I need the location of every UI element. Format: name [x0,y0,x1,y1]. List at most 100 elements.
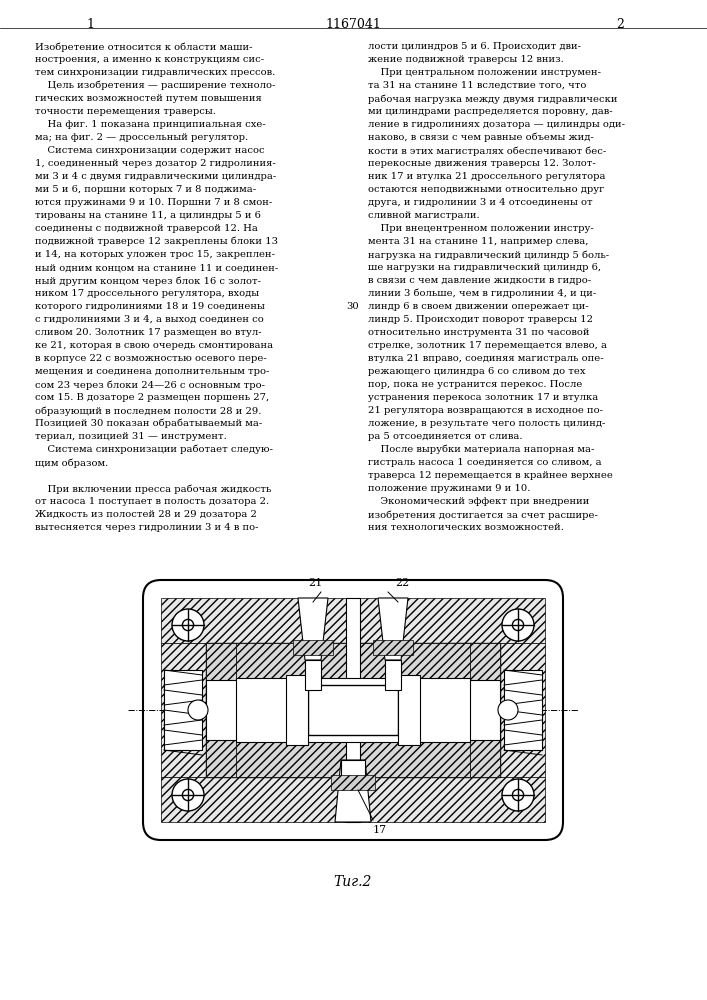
Text: 17: 17 [373,825,387,835]
Text: 1: 1 [86,18,94,31]
Text: наково, в связи с чем равные объемы жид-: наково, в связи с чем равные объемы жид- [368,133,594,142]
Bar [286,675,308,745]
Text: 2: 2 [616,18,624,31]
Text: тем синхронизации гидравлических прессов.: тем синхронизации гидравлических прессов… [35,68,275,77]
Text: рабочая нагрузка между двумя гидравлически: рабочая нагрузка между двумя гидравличес… [368,94,617,104]
Text: 30: 30 [346,302,359,311]
Text: ми 3 и 4 с двумя гидравлическими цилиндра-: ми 3 и 4 с двумя гидравлическими цилиндр… [35,172,276,181]
Text: ником 17 дроссельного регулятора, входы: ником 17 дроссельного регулятора, входы [35,289,259,298]
Bar [161,598,545,643]
Text: ми 5 и 6, поршни которых 7 и 8 поджима-: ми 5 и 6, поршни которых 7 и 8 поджима- [35,185,256,194]
Circle shape [502,779,534,811]
Text: 21 регулятора возвращаются в исходное по-: 21 регулятора возвращаются в исходное по… [368,406,603,415]
Text: гических возможностей путем повышения: гических возможностей путем повышения [35,94,262,103]
Text: образующий в последнем полости 28 и 29.: образующий в последнем полости 28 и 29. [35,406,262,416]
Text: режающего цилиндра 6 со сливом до тех: режающего цилиндра 6 со сливом до тех [368,367,585,376]
Bar [470,643,500,777]
Text: Цель изобретения — расширение техноло-: Цель изобретения — расширение техноло- [35,81,275,91]
Text: ше нагрузки на гидравлический цилиндр 6,: ше нагрузки на гидравлический цилиндр 6, [368,263,601,272]
Text: та 31 на станине 11 вследствие того, что: та 31 на станине 11 вследствие того, что [368,81,586,90]
Text: Позицией 30 показан обрабатываемый ма-: Позицией 30 показан обрабатываемый ма- [35,419,262,428]
Bar [385,660,401,690]
Text: ник 17 и втулка 21 дроссельного регулятора: ник 17 и втулка 21 дроссельного регулято… [368,172,605,181]
Bar [346,598,360,822]
Text: ке 21, которая в свою очередь смонтирована: ке 21, которая в свою очередь смонтирова… [35,341,273,350]
Text: щим образом.: щим образом. [35,458,108,468]
Text: устранения перекоса золотник 17 и втулка: устранения перекоса золотник 17 и втулка [368,393,598,402]
Bar [305,660,321,690]
Text: которого гидролиниями 18 и 19 соединены: которого гидролиниями 18 и 19 соединены [35,302,265,311]
Text: остаются неподвижными относительно друг: остаются неподвижными относительно друг [368,185,604,194]
Text: траверса 12 перемещается в крайнее верхнее: траверса 12 перемещается в крайнее верхн… [368,471,613,480]
Bar [206,643,236,777]
Bar [206,680,306,740]
Text: Экономический эффект при внедрении: Экономический эффект при внедрении [368,497,590,506]
Bar [504,670,542,750]
Text: вытесняется через гидролинии 3 и 4 в по-: вытесняется через гидролинии 3 и 4 в по- [35,523,259,532]
Text: 1, соединенный через дозатор 2 гидролиния-: 1, соединенный через дозатор 2 гидролини… [35,159,276,168]
Circle shape [172,609,204,641]
Text: териал, позицией 31 — инструмент.: териал, позицией 31 — инструмент. [35,432,227,441]
Circle shape [188,700,208,720]
Text: ный одним концом на станине 11 и соединен-: ный одним концом на станине 11 и соедине… [35,263,279,272]
Text: точности перемещения траверсы.: точности перемещения траверсы. [35,107,216,116]
Text: ми цилиндрами распределяется поровну, дав-: ми цилиндрами распределяется поровну, да… [368,107,613,116]
Bar [236,742,470,777]
Text: Система синхронизации работает следую-: Система синхронизации работает следую- [35,445,273,454]
Text: Жидкость из полостей 28 и 29 дозатора 2: Жидкость из полостей 28 и 29 дозатора 2 [35,510,257,519]
Text: подвижной траверсе 12 закреплены блоки 13: подвижной траверсе 12 закреплены блоки 1… [35,237,278,246]
Bar [161,643,206,777]
Text: На фиг. 1 показана принципиальная схе-: На фиг. 1 показана принципиальная схе- [35,120,266,129]
Text: ются пружинами 9 и 10. Поршни 7 и 8 смон-: ются пружинами 9 и 10. Поршни 7 и 8 смон… [35,198,272,207]
Text: После вырубки материала напорная ма-: После вырубки материала напорная ма- [368,445,595,454]
Polygon shape [298,598,328,660]
Text: гистраль насоса 1 соединяется со сливом, а: гистраль насоса 1 соединяется со сливом,… [368,458,602,467]
Bar [236,643,470,678]
Text: соединены с подвижной траверсой 12. На: соединены с подвижной траверсой 12. На [35,224,258,233]
Text: и 14, на которых уложен трос 15, закреплен-: и 14, на которых уложен трос 15, закрепл… [35,250,275,259]
Bar [293,640,333,655]
Text: жение подвижной траверсы 12 вниз.: жение подвижной траверсы 12 вниз. [368,55,563,64]
Bar [164,670,202,750]
Circle shape [502,609,534,641]
Text: линии 3 больше, чем в гидролинии 4, и ци-: линии 3 больше, чем в гидролинии 4, и ци… [368,289,596,298]
Text: сливом 20. Золотник 17 размещен во втул-: сливом 20. Золотник 17 размещен во втул- [35,328,262,337]
Text: кости в этих магистралях обеспечивают бес-: кости в этих магистралях обеспечивают бе… [368,146,606,155]
Text: При включении пресса рабочая жидкость: При включении пресса рабочая жидкость [35,484,271,493]
Text: 1167041: 1167041 [325,18,381,31]
Text: ложение, в результате чего полость цилинд-: ложение, в результате чего полость цилин… [368,419,605,428]
Text: друга, и гидролинии 3 и 4 отсоединены от: друга, и гидролинии 3 и 4 отсоединены от [368,198,592,207]
Bar [206,643,500,777]
Text: Система синхронизации содержит насос: Система синхронизации содержит насос [35,146,264,155]
Polygon shape [335,760,371,822]
Circle shape [172,779,204,811]
Text: Τиг.2: Τиг.2 [334,875,372,889]
Text: в корпусе 22 с возможностью осевого пере-: в корпусе 22 с возможностью осевого пере… [35,354,267,363]
Polygon shape [378,598,408,660]
Text: 22: 22 [395,578,409,588]
Text: тированы на станине 11, а цилиндры 5 и 6: тированы на станине 11, а цилиндры 5 и 6 [35,211,261,220]
Text: относительно инструмента 31 по часовой: относительно инструмента 31 по часовой [368,328,590,337]
Bar [398,675,420,745]
Bar [400,680,500,740]
Text: мещения и соединена дополнительным тро-: мещения и соединена дополнительным тро- [35,367,269,376]
Text: ление в гидролиниях дозатора — цилиндры оди-: ление в гидролиниях дозатора — цилиндры … [368,120,625,129]
Bar [341,760,365,780]
Text: ма; на фиг. 2 — дроссельный регулятор.: ма; на фиг. 2 — дроссельный регулятор. [35,133,248,142]
Text: ностроения, а именно к конструкциям сис-: ностроения, а именно к конструкциям сис- [35,55,264,64]
Text: пор, пока не устранится перекос. После: пор, пока не устранится перекос. После [368,380,583,389]
Text: ния технологических возможностей.: ния технологических возможностей. [368,523,564,532]
Bar [236,678,470,742]
Bar [161,777,545,822]
Text: линдр 6 в своем движении опережает ци-: линдр 6 в своем движении опережает ци- [368,302,589,311]
Text: от насоса 1 поступает в полость дозатора 2.: от насоса 1 поступает в полость дозатора… [35,497,269,506]
Text: 21: 21 [308,578,322,588]
Text: в связи с чем давление жидкости в гидро-: в связи с чем давление жидкости в гидро- [368,276,591,285]
Text: сом 15. В дозаторе 2 размещен поршень 27,: сом 15. В дозаторе 2 размещен поршень 27… [35,393,269,402]
Text: стрелке, золотник 17 перемещается влево, а: стрелке, золотник 17 перемещается влево,… [368,341,607,350]
Text: линдр 5. Происходит поворот траверсы 12: линдр 5. Происходит поворот траверсы 12 [368,315,593,324]
Bar [331,775,375,790]
FancyBboxPatch shape [143,580,563,840]
Bar [373,640,413,655]
Text: При внецентренном положении инстру-: При внецентренном положении инстру- [368,224,594,233]
